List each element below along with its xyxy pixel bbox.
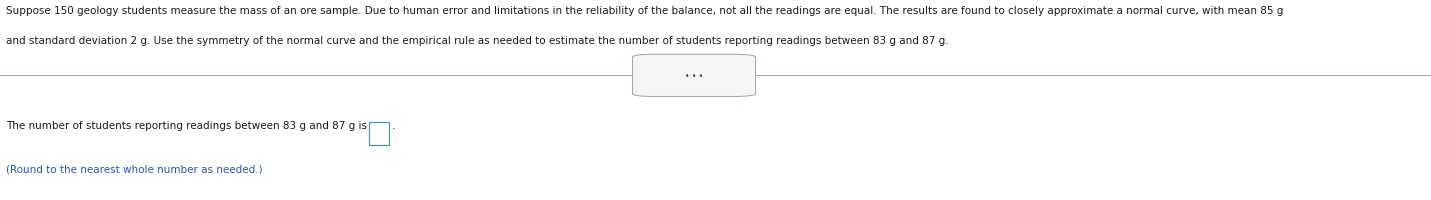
Text: .: . [392,120,395,130]
FancyBboxPatch shape [369,122,389,145]
Text: The number of students reporting readings between 83 g and 87 g is: The number of students reporting reading… [6,120,366,130]
Text: • • •: • • • [685,72,703,80]
Text: (Round to the nearest whole number as needed.): (Round to the nearest whole number as ne… [6,164,262,174]
FancyBboxPatch shape [633,55,756,97]
Text: Suppose 150 geology students measure the mass of an ore sample. Due to human err: Suppose 150 geology students measure the… [6,6,1284,16]
Text: and standard deviation 2 g. Use the symmetry of the normal curve and the empiric: and standard deviation 2 g. Use the symm… [6,36,949,46]
